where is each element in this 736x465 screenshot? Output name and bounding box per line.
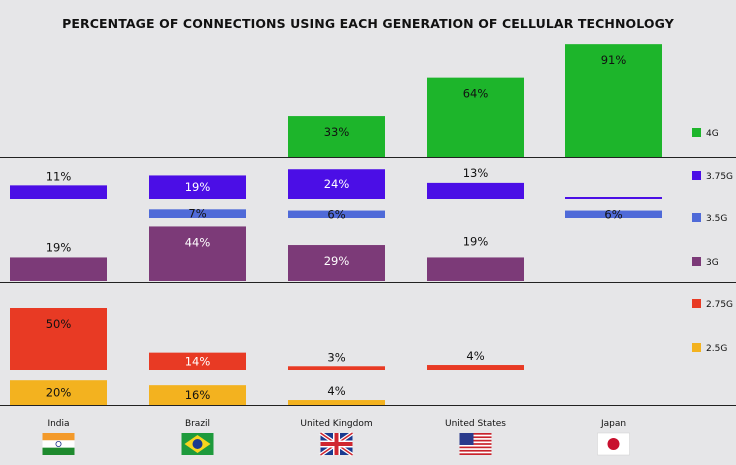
data-label-2-5g-india: 20% (46, 386, 72, 400)
bar-3g-brazil (149, 226, 246, 281)
data-label-4g-japan: 91% (601, 53, 627, 67)
bar-3-75g-india (10, 185, 107, 199)
data-label-2-75g-india: 50% (46, 317, 72, 331)
category-label-japan: Japan (600, 419, 626, 429)
legend-label-4g: 4G (706, 129, 719, 139)
data-label-3g-united-kingdom: 29% (324, 254, 350, 268)
data-label-3-75g-india: 11% (46, 169, 72, 183)
bar-2-75g-india (10, 308, 107, 370)
data-label-3-5g-brazil: 7% (188, 207, 206, 221)
legend-label-3-5g: 3.5G (706, 214, 727, 224)
japan-flag-icon (597, 432, 630, 456)
data-label-3g-united-states: 19% (463, 234, 489, 248)
bar-2-75g-united-kingdom (288, 366, 385, 370)
category-label-united-states: United States (445, 419, 506, 429)
bar-3-75g-japan (565, 197, 662, 199)
data-label-2-75g-brazil: 14% (185, 354, 211, 368)
legend-swatch-2-5g (692, 343, 701, 352)
uk-flag-icon (319, 431, 354, 457)
category-label-brazil: Brazil (185, 419, 210, 429)
bar-3g-united-states (427, 257, 524, 281)
data-label-4g-united-states: 64% (463, 87, 489, 101)
legend-swatch-2-75g (692, 299, 701, 308)
bar-4g-united-kingdom (288, 116, 385, 157)
bar-3-5g-japan (565, 210, 662, 218)
bar-3g-india (10, 257, 107, 281)
bar-2-5g-india (10, 380, 107, 405)
bar-4g-japan (565, 44, 662, 157)
category-label-india: India (47, 419, 69, 429)
data-label-3-5g-japan: 6% (604, 207, 622, 221)
bar-2-5g-brazil (149, 385, 246, 405)
data-label-4g-united-kingdom: 33% (324, 125, 350, 139)
legend-label-2-5g: 2.5G (706, 344, 727, 354)
data-label-3-5g-united-kingdom: 6% (327, 207, 345, 221)
data-label-2-75g-united-kingdom: 3% (327, 350, 345, 364)
bar-3-75g-brazil (149, 175, 246, 199)
bar-4g-united-states (427, 77, 524, 157)
data-label-3-75g-united-kingdom: 24% (324, 177, 350, 191)
brazil-flag-icon (181, 433, 214, 455)
bar-3-75g-united-kingdom (288, 169, 385, 199)
data-label-3-75g-united-states: 13% (463, 166, 489, 180)
bar-2-75g-brazil (149, 352, 246, 370)
legend-swatch-4g (692, 128, 701, 137)
data-label-3g-india: 19% (46, 240, 72, 254)
data-label-2-75g-united-states: 4% (466, 349, 484, 363)
bar-3-75g-united-states (427, 182, 524, 199)
legend-label-3g: 3G (706, 258, 719, 268)
data-label-2-5g-brazil: 16% (185, 388, 211, 402)
data-label-3-75g-brazil: 19% (185, 180, 211, 194)
legend-swatch-3g (692, 257, 701, 266)
bar-2-5g-united-kingdom (288, 400, 385, 405)
legend-swatch-3-75g (692, 171, 701, 180)
legend-label-2-75g: 2.75G (706, 300, 733, 310)
category-label-united-kingdom: United Kingdom (300, 419, 372, 429)
legend-swatch-3-5g (692, 213, 701, 222)
bar-3-5g-united-kingdom (288, 210, 385, 218)
india-flag-icon (42, 433, 75, 455)
data-label-2-5g-united-kingdom: 4% (327, 384, 345, 398)
chart-title: PERCENTAGE OF CONNECTIONS USING EACH GEN… (62, 16, 674, 31)
data-label-3g-brazil: 44% (185, 235, 211, 249)
legend-label-3-75g: 3.75G (706, 172, 733, 182)
bar-3-5g-brazil (149, 209, 246, 218)
bar-3g-united-kingdom (288, 245, 385, 281)
bar-2-75g-united-states (427, 365, 524, 370)
usa-flag-icon (459, 433, 492, 455)
